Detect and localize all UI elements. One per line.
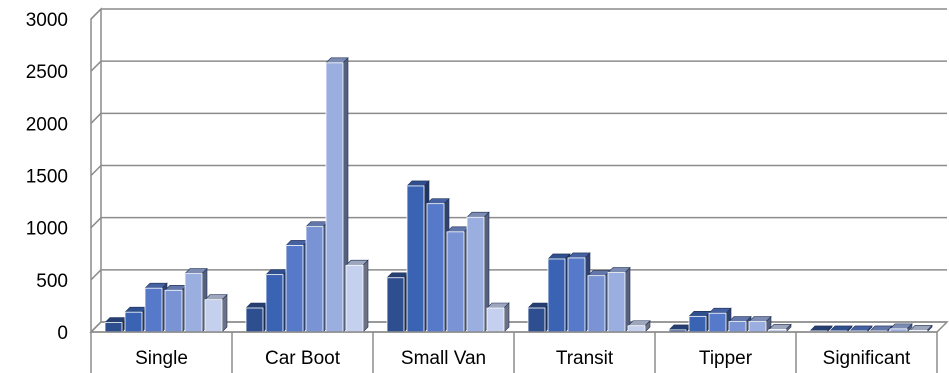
bar-front <box>144 287 163 333</box>
gridline-side <box>90 8 102 20</box>
bar <box>466 211 490 333</box>
bar <box>748 315 772 333</box>
bar <box>144 282 168 333</box>
bar-front <box>386 277 405 333</box>
bar-side <box>221 293 228 333</box>
bar <box>204 293 228 333</box>
y-tick-label: 3000 <box>26 10 68 31</box>
bar-front <box>184 273 203 333</box>
bar <box>285 239 309 333</box>
bar-front <box>204 299 223 333</box>
bar <box>406 180 430 333</box>
gridline-side <box>90 269 102 281</box>
bar-front <box>305 226 324 333</box>
x-axis: Single Car Boot Small Van Transit Tipper Sign… <box>90 331 938 373</box>
bar-front <box>708 312 727 333</box>
bar <box>426 197 450 333</box>
bar <box>587 269 611 333</box>
bar-front <box>426 203 445 333</box>
bar-front <box>567 257 586 333</box>
bar <box>325 57 349 333</box>
bar <box>728 315 752 333</box>
bar-front <box>446 231 465 333</box>
bar <box>305 220 329 333</box>
bar-front <box>466 216 485 333</box>
x-tick-label: Tipper <box>699 348 753 369</box>
chart-walls <box>89 7 949 334</box>
bar-front <box>325 62 344 333</box>
gridlines <box>90 8 947 333</box>
bar-front <box>547 258 566 333</box>
bar-front <box>285 245 304 333</box>
bar-front <box>728 321 747 333</box>
gridline-side <box>90 164 102 177</box>
x-tick-label: Significant <box>823 348 911 369</box>
bars <box>104 57 933 333</box>
y-tick-label: 1500 <box>26 167 68 188</box>
bar <box>567 252 591 333</box>
bar <box>607 266 631 333</box>
bar-front <box>245 307 264 333</box>
bar-front <box>748 321 767 333</box>
bar-front <box>124 311 143 333</box>
x-tick-label: Small Van <box>401 348 486 369</box>
bar <box>104 316 128 333</box>
bar <box>768 323 792 333</box>
x-tick-label: Car Boot <box>265 348 341 369</box>
bar <box>345 259 369 333</box>
bar <box>164 284 188 333</box>
y-tick-label: 2500 <box>26 62 68 83</box>
x-tick-label: Transit <box>556 348 614 369</box>
bar-front <box>627 325 646 333</box>
bar <box>527 302 551 333</box>
bar <box>486 302 510 333</box>
bar <box>184 267 208 333</box>
bar-front <box>345 264 364 333</box>
bar-front <box>164 289 183 333</box>
bar <box>446 226 470 333</box>
y-axis-ticks: 0 500 1000 1500 2000 2500 3000 <box>26 10 68 344</box>
bar-front <box>527 307 546 333</box>
y-tick-label: 1000 <box>26 219 68 240</box>
bar <box>386 272 410 333</box>
y-tick-label: 0 <box>57 323 68 344</box>
bar <box>708 307 732 333</box>
bar-side <box>624 266 631 333</box>
bar <box>909 324 933 333</box>
gridline-side <box>90 60 102 72</box>
bar-front <box>406 185 425 333</box>
bar-front <box>104 322 123 333</box>
bar <box>547 253 571 333</box>
bar-front <box>587 275 606 333</box>
gridline-side <box>90 321 102 333</box>
bar <box>688 310 712 333</box>
x-tick-label: Single <box>135 348 188 369</box>
y-tick-label: 500 <box>36 271 68 292</box>
bar-front <box>486 307 505 333</box>
bar-side <box>362 259 369 333</box>
bar <box>265 268 289 333</box>
bar <box>627 320 651 333</box>
bar-front <box>607 272 626 333</box>
gridline-side <box>90 112 102 124</box>
bar-front <box>688 315 707 333</box>
y-tick-label: 2000 <box>26 114 68 135</box>
bar <box>124 306 148 333</box>
bar-front <box>265 274 284 333</box>
gridline-side <box>90 217 102 229</box>
bar <box>245 302 269 333</box>
